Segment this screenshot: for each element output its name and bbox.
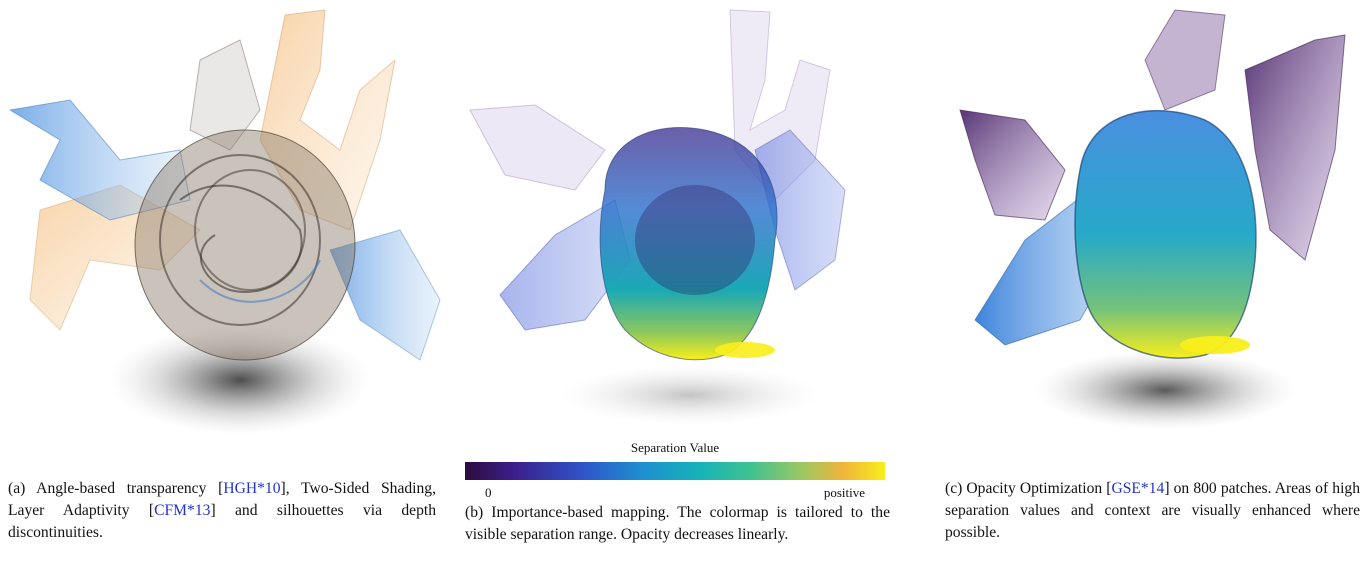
purple-sheet-left (959, 109, 1066, 221)
caption-a: (a) Angle-based transparency [HGH*10], T… (8, 478, 436, 544)
orange-sheet-top (259, 9, 396, 231)
caption-b: (b) Importance-based mapping. The colorm… (465, 504, 890, 543)
render-opacity-optimization (959, 9, 1346, 430)
caption-c-pre: (c) Opacity Optimization [ (945, 480, 1112, 497)
blue-sheet-left (8, 99, 191, 221)
colorbar (465, 462, 885, 480)
render-importance-based-mapping (469, 9, 846, 425)
caption-c-post: ] on 800 patches. Areas of high separati… (945, 480, 1360, 541)
vortex-body (599, 127, 778, 361)
figure-panel-a: (a) Angle-based transparency [HGH*10], T… (0, 0, 450, 586)
caption-a-mid: ], Two-Sided Shading, Layer Adaptivity [ (8, 480, 436, 519)
caption-a-post: ] and silhouettes via depth discontinuit… (8, 502, 436, 541)
blue-sheet-right (329, 229, 441, 361)
citation-link-hgh10[interactable]: HGH*10 (223, 480, 281, 497)
purple-sheet-right (1244, 34, 1346, 261)
colorbar-max-label: positive (823, 485, 865, 500)
caption-a-pre: (a) Angle-based transparency [ (8, 480, 224, 497)
render-angle-based-transparency (8, 9, 441, 435)
colorbar-min-label: 0 (485, 485, 492, 500)
figure-panel-b: Separation Value 0 positive (b) Importan… (455, 0, 900, 586)
colorbar-title: Separation Value (630, 440, 720, 455)
vortex-core (134, 129, 356, 361)
vortex-body (1074, 109, 1257, 359)
shadow (110, 325, 370, 435)
citation-link-cfm13[interactable]: CFM*13 (154, 502, 211, 519)
figure-panel-c: (c) Opacity Optimization [GSE*14] on 800… (915, 0, 1366, 586)
citation-link-gse14[interactable]: GSE*14 (1111, 480, 1165, 497)
caption-c: (c) Opacity Optimization [GSE*14] on 800… (945, 478, 1360, 544)
